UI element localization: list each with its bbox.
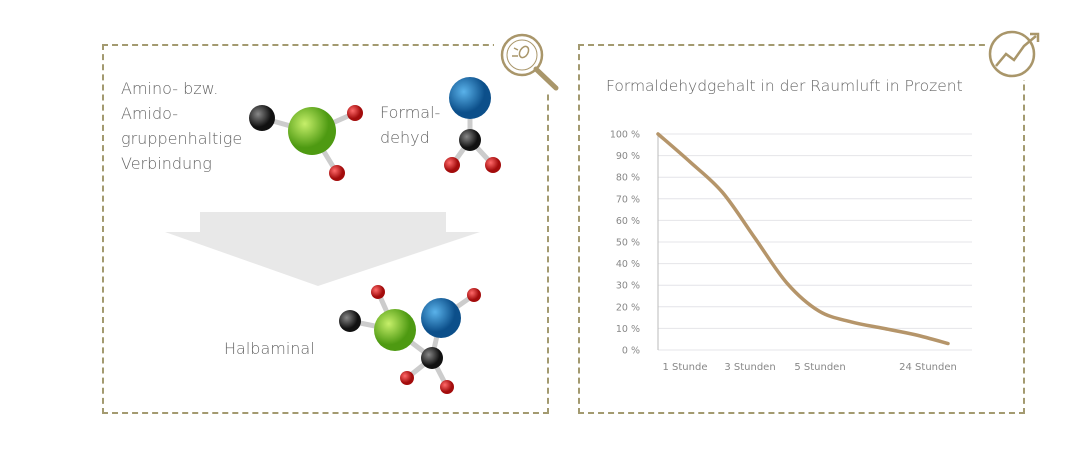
chart-panel: [578, 44, 1025, 414]
formaldehyde-label: Formal- dehyd: [380, 103, 441, 147]
y-tick-label: 0 %: [622, 346, 640, 357]
y-tick-label: 50 %: [616, 238, 640, 249]
y-tick-label: 70 %: [616, 194, 640, 205]
amine-molecule: [249, 105, 363, 181]
chart-title: Formaldehydgehalt in der Raumluft in Pro…: [606, 77, 963, 95]
series-line: [656, 132, 950, 346]
x-tick-label: 1 Stunde: [663, 362, 708, 373]
y-tick-label: 40 %: [616, 259, 640, 270]
y-tick-label: 60 %: [616, 216, 640, 227]
hemiaminal-molecule: [339, 285, 481, 394]
y-tick-label: 30 %: [616, 281, 640, 292]
reaction-arrow: [165, 212, 480, 286]
x-tick-label: 24 Stunden: [899, 362, 957, 373]
x-tick-label: 3 Stunden: [724, 362, 775, 373]
y-tick-label: 20 %: [616, 302, 640, 313]
y-tick-label: 10 %: [616, 324, 640, 335]
y-tick-label: 80 %: [616, 173, 640, 184]
product-label: Halbaminal: [224, 339, 315, 358]
reaction-panel: [102, 44, 549, 414]
formaldehyde-molecule: [444, 77, 501, 173]
y-tick-label: 100 %: [610, 130, 640, 141]
x-tick-label: 5 Stunden: [794, 362, 845, 373]
trend-chart-icon: [986, 28, 1046, 80]
y-tick-label: 90 %: [616, 151, 640, 162]
compound-label: Amino- bzw. Amido- gruppenhaltige Verbin…: [121, 79, 243, 173]
magnifier-bacteria-icon: [494, 28, 566, 92]
